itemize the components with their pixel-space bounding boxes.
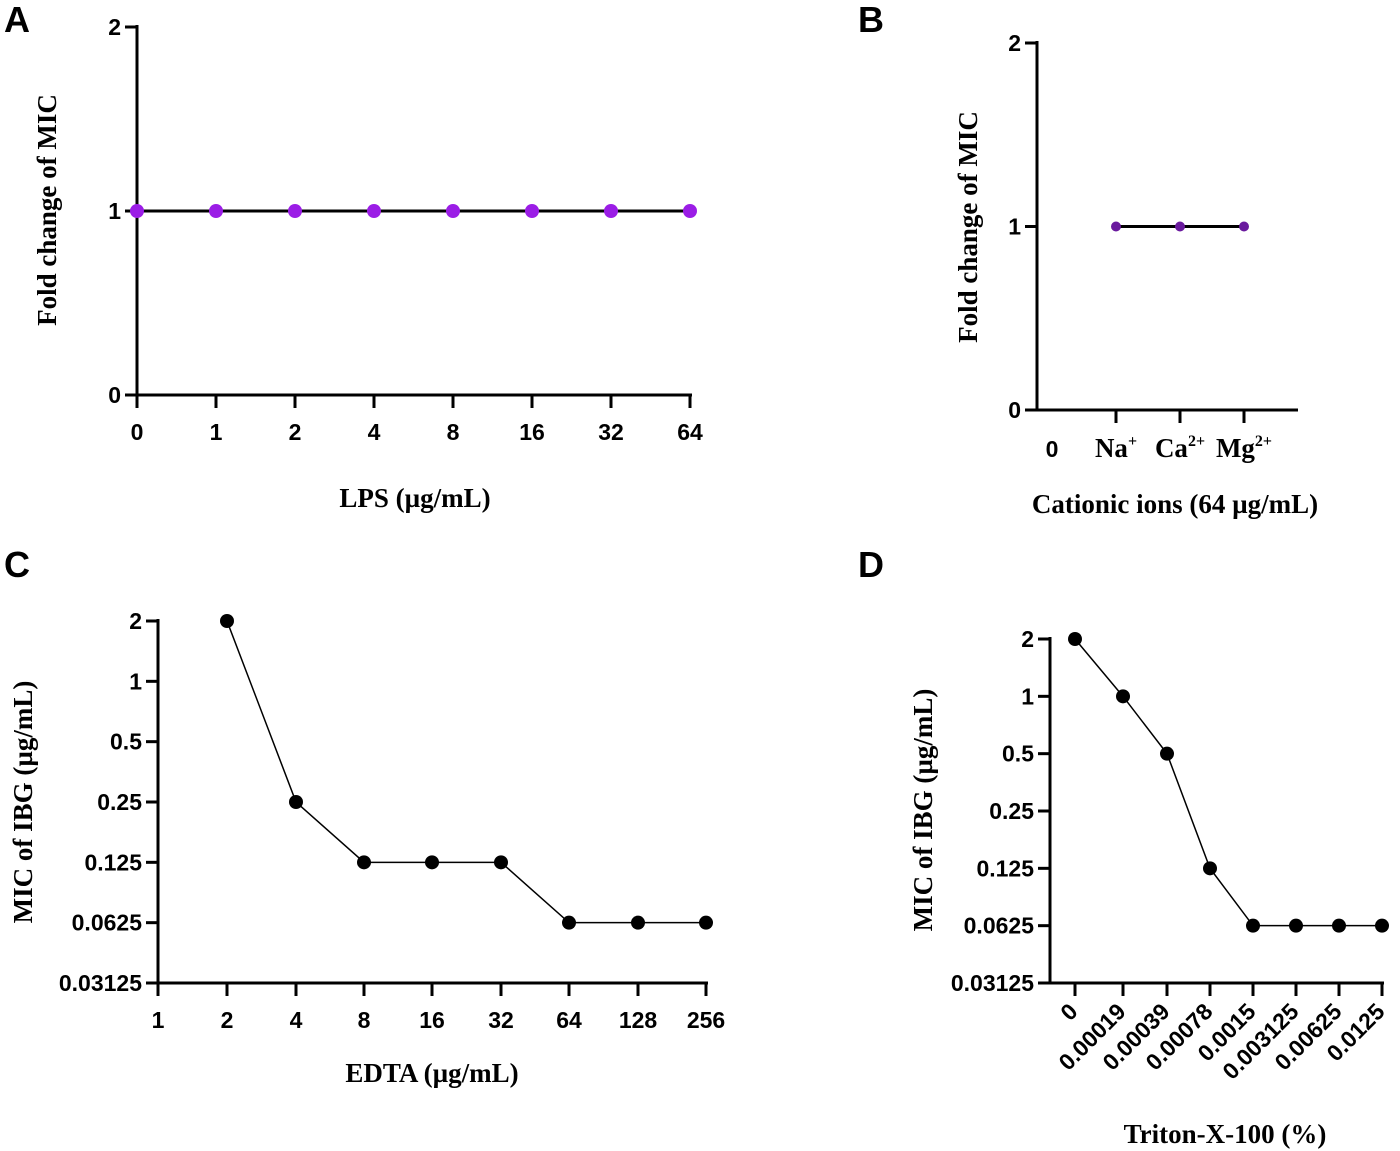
panel-c-y-tick-label: 0.0625 xyxy=(72,910,143,936)
panel-c-y-tick-label: 2 xyxy=(129,608,142,634)
panel-c-y-tick-label: 0.03125 xyxy=(59,970,142,996)
panel-c-x-tick-label: 256 xyxy=(687,1007,725,1033)
panel-d-y-tick-label: 0.0625 xyxy=(964,913,1035,939)
panel-a-x-tick-label: 2 xyxy=(289,419,302,445)
panel-b-x-tick-label: Ca2+ xyxy=(1155,433,1205,463)
panel-b-x-tick-label: Mg2+ xyxy=(1216,433,1272,463)
panel-b-data-point xyxy=(1175,221,1185,232)
panel-a-data-point xyxy=(525,204,539,218)
panel-d-y-axis-title: MIC of IBG (µg/mL) xyxy=(908,689,938,932)
ion-symbol: Mg xyxy=(1216,433,1255,463)
panel-c-chart: 0.03125 0.0625 0.125 0.25 0.5 1 2 MIC of IBG (µ… xyxy=(8,608,725,1088)
panel-b-x-axis-title: Cationic ions (64 µg/mL) xyxy=(1032,489,1318,519)
panel-c-data-point xyxy=(562,915,576,930)
panel-label-d: D xyxy=(858,544,884,585)
ion-symbol: Ca xyxy=(1155,433,1188,463)
panel-a-x-tick-label: 1 xyxy=(210,419,223,445)
panel-a-chart: 0 1 2 Fold change of MIC LPS (µg/mL) 0 1 2 4 8 16 3… xyxy=(32,14,703,513)
panel-c-y-axis-title: MIC of IBG (µg/mL) xyxy=(8,681,38,924)
panel-d-x-tick-label: 0 xyxy=(1055,998,1082,1025)
ion-charge: 2+ xyxy=(1188,433,1205,450)
panel-c-x-tick-label: 16 xyxy=(419,1007,445,1033)
panel-c-x-tick-label: 4 xyxy=(290,1007,303,1033)
panel-d-y-tick-label: 2 xyxy=(1021,626,1034,652)
panel-a-data-point xyxy=(209,204,223,218)
panel-c-data-point xyxy=(425,855,439,870)
panel-d-data-point xyxy=(1246,918,1260,933)
panel-c-data-point xyxy=(220,614,234,628)
panel-a-y-tick-label: 1 xyxy=(108,198,121,224)
panel-c-x-tick-label: 2 xyxy=(221,1007,234,1033)
panel-d-y-tick-label: 0.125 xyxy=(976,855,1034,881)
panel-a-data-point xyxy=(604,204,618,218)
panel-a-data-point xyxy=(446,204,460,218)
panel-c-data-point xyxy=(357,855,371,870)
panel-c-data-point xyxy=(494,855,508,870)
panel-d-y-tick-label: 0.03125 xyxy=(951,970,1034,996)
panel-b-y-tick-label: 0 xyxy=(1008,397,1021,423)
panel-a-x-tick-label: 32 xyxy=(598,419,624,445)
panel-d-series-line xyxy=(1074,638,1382,927)
panel-b-y-tick-label: 1 xyxy=(1008,214,1021,240)
panel-a-data-point xyxy=(367,204,381,218)
panel-b-data-point xyxy=(1111,221,1121,232)
panel-d-data-point xyxy=(1332,918,1346,933)
panel-a-x-tick-label: 8 xyxy=(447,419,460,445)
panel-a-y-tick-label: 2 xyxy=(108,14,121,40)
panel-c-y-tick-label: 0.5 xyxy=(110,729,142,755)
panel-c-x-tick-label: 8 xyxy=(358,1007,371,1033)
panel-c-series-line xyxy=(226,620,706,924)
panel-b-x-tick-label: Na+ xyxy=(1095,433,1137,463)
panel-d-y-tick-label: 0.25 xyxy=(989,798,1034,824)
panel-label-c: C xyxy=(4,544,30,585)
panel-b-y-axis-title: Fold change of MIC xyxy=(953,111,983,343)
panel-d-y-tick-label: 1 xyxy=(1021,683,1034,709)
panel-b-chart: 0 1 2 Fold change of MIC Cationic ions (64 µ… xyxy=(953,30,1318,519)
panel-c-y-tick-label: 0.125 xyxy=(84,849,142,875)
panel-a-data-point xyxy=(130,204,144,218)
panel-b-data-point xyxy=(1239,221,1249,232)
panel-d-y-tick-label: 0.5 xyxy=(1002,741,1034,767)
panel-a-data-point xyxy=(683,204,697,218)
panel-d-data-point xyxy=(1160,746,1174,761)
panel-c-data-point xyxy=(289,795,303,809)
ion-symbol: Na xyxy=(1095,433,1128,463)
ion-charge: + xyxy=(1128,433,1137,450)
panel-c-data-point xyxy=(631,915,645,930)
panel-d-data-point xyxy=(1068,632,1082,646)
panel-c-x-tick-label: 1 xyxy=(152,1007,165,1033)
panel-d-data-point xyxy=(1203,861,1217,876)
panel-c-x-tick-label: 32 xyxy=(488,1007,514,1033)
panel-d-data-point xyxy=(1289,918,1303,933)
panel-c-y-tick-label: 0.25 xyxy=(97,789,142,815)
panel-a-x-tick-label: 16 xyxy=(519,419,545,445)
panel-c-y-tick-label: 1 xyxy=(129,668,142,694)
panel-a-y-axis-title: Fold change of MIC xyxy=(32,94,62,326)
panel-d-x-axis-title: Triton-X-100 (%) xyxy=(1124,1119,1327,1149)
panel-c-x-tick-label: 64 xyxy=(556,1007,582,1033)
ion-charge: 2+ xyxy=(1255,433,1272,450)
panel-a-y-tick-label: 0 xyxy=(108,382,121,408)
panel-b-y-tick-label: 2 xyxy=(1008,30,1021,56)
panel-b-x-tick-label: 0 xyxy=(1046,436,1059,462)
panel-a-x-tick-label: 4 xyxy=(368,419,381,445)
panel-d-data-point xyxy=(1116,689,1130,704)
panel-a-x-axis-title: LPS (µg/mL) xyxy=(339,483,490,513)
panel-d-data-point xyxy=(1375,918,1389,933)
panel-c-x-axis-title: EDTA (µg/mL) xyxy=(345,1058,518,1088)
panel-label-a: A xyxy=(4,0,30,40)
panel-a-data-point xyxy=(288,204,302,218)
panel-d-chart: 0.03125 0.0625 0.125 0.25 0.5 1 2 MIC of IBG (µ… xyxy=(908,626,1390,1149)
panel-c-data-point xyxy=(699,915,713,930)
panel-label-b: B xyxy=(858,0,884,40)
panel-a-x-tick-label: 64 xyxy=(677,419,703,445)
panel-a-x-tick-label: 0 xyxy=(131,419,144,445)
panel-c-x-tick-label: 128 xyxy=(619,1007,658,1033)
